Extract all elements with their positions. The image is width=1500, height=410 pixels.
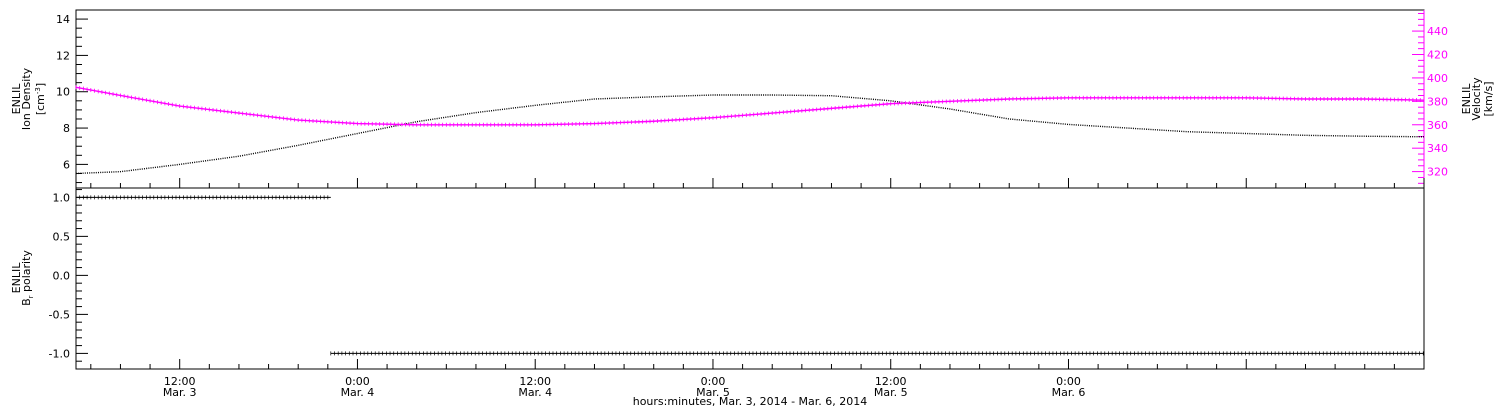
density-axis-ticks: 6 8 10 12 14: [56, 13, 88, 184]
polarity-tick-label: 0.0: [53, 269, 71, 282]
bottom-panel-frame: [75, 187, 1425, 370]
top-panel-frame: [75, 9, 1425, 189]
time-tick-label: 0:00: [701, 375, 726, 388]
velocity-tick-label: 360: [1427, 119, 1448, 132]
velocity-axis-title-line1: ENLIL: [1460, 83, 1473, 115]
time-tick-label: 0:00: [1056, 375, 1081, 388]
density-unit-base: [cm: [34, 94, 47, 115]
density-line: [75, 94, 1425, 175]
polarity-axis-ticks: -1.0 -0.5 0.0 0.5 1.0: [49, 189, 88, 362]
velocity-tick-label: 340: [1427, 142, 1448, 155]
density-tick-label: 8: [63, 122, 70, 135]
velocity-axis-ticks: 320 340 360 380 400 420 440: [1412, 10, 1448, 188]
velocity-line: [75, 86, 1425, 126]
density-tick-label: 12: [56, 49, 70, 62]
velocity-tick-label: 380: [1427, 95, 1448, 108]
velocity-tick-label: 440: [1427, 25, 1448, 38]
time-axis-title: hours:minutes, Mar. 3, 2014 - Mar. 6, 20…: [633, 395, 868, 408]
density-axis-unit: [cm-3]: [34, 83, 47, 115]
polarity-label-base: B: [20, 298, 33, 306]
velocity-tick-label: 420: [1427, 49, 1448, 62]
time-tick-label: 12:00: [519, 375, 551, 388]
density-tick-label: 6: [63, 158, 70, 171]
velocity-axis-title-line2: Velocity: [1470, 77, 1483, 121]
density-axis-title-line1: ENLIL: [10, 83, 23, 115]
polarity-tick-label: 1.0: [53, 191, 71, 204]
velocity-axis-unit: [km/s]: [1482, 81, 1495, 116]
polarity-series: [75, 195, 1424, 356]
top-panel: 6 8 10 12 14 320 340 360 380 400 420 440 ENLIL Ion…: [10, 9, 1495, 189]
density-axis-title-line2: Ion Density: [20, 67, 33, 130]
polarity-tick-label: 0.5: [53, 230, 71, 243]
polarity-tick-label: -1.0: [49, 347, 70, 360]
polarity-tick-label: -0.5: [49, 308, 70, 321]
date-tick-label: Mar. 6: [1052, 386, 1086, 399]
time-tick-label: 12:00: [875, 375, 907, 388]
density-unit-sup: -3: [34, 87, 42, 94]
time-tick-label: 12:00: [164, 375, 196, 388]
date-tick-label: Mar. 4: [518, 386, 552, 399]
date-tick-label: Mar. 5: [696, 386, 730, 399]
date-tick-label: Mar. 4: [341, 386, 375, 399]
density-tick-label: 10: [56, 86, 70, 99]
polarity-axis-title-line1: ENLIL: [10, 262, 23, 294]
bottom-panel: -1.0 -0.5 0.0 0.5 1.0 ENLIL Br polarity: [10, 187, 1425, 370]
date-tick-label: Mar. 5: [874, 386, 908, 399]
velocity-tick-label: 400: [1427, 72, 1448, 85]
density-series: [75, 94, 1425, 175]
velocity-tick-label: 320: [1427, 166, 1448, 179]
polarity-label-sub: r: [27, 295, 35, 298]
polarity-label-end: polarity: [20, 250, 33, 296]
time-tick-label: 0:00: [345, 375, 370, 388]
density-unit-end: ]: [34, 83, 47, 87]
polarity-axis-title-line2: Br polarity: [20, 250, 35, 306]
date-tick-label: Mar. 3: [163, 386, 197, 399]
velocity-series: [75, 85, 1425, 127]
density-tick-label: 14: [56, 13, 70, 26]
